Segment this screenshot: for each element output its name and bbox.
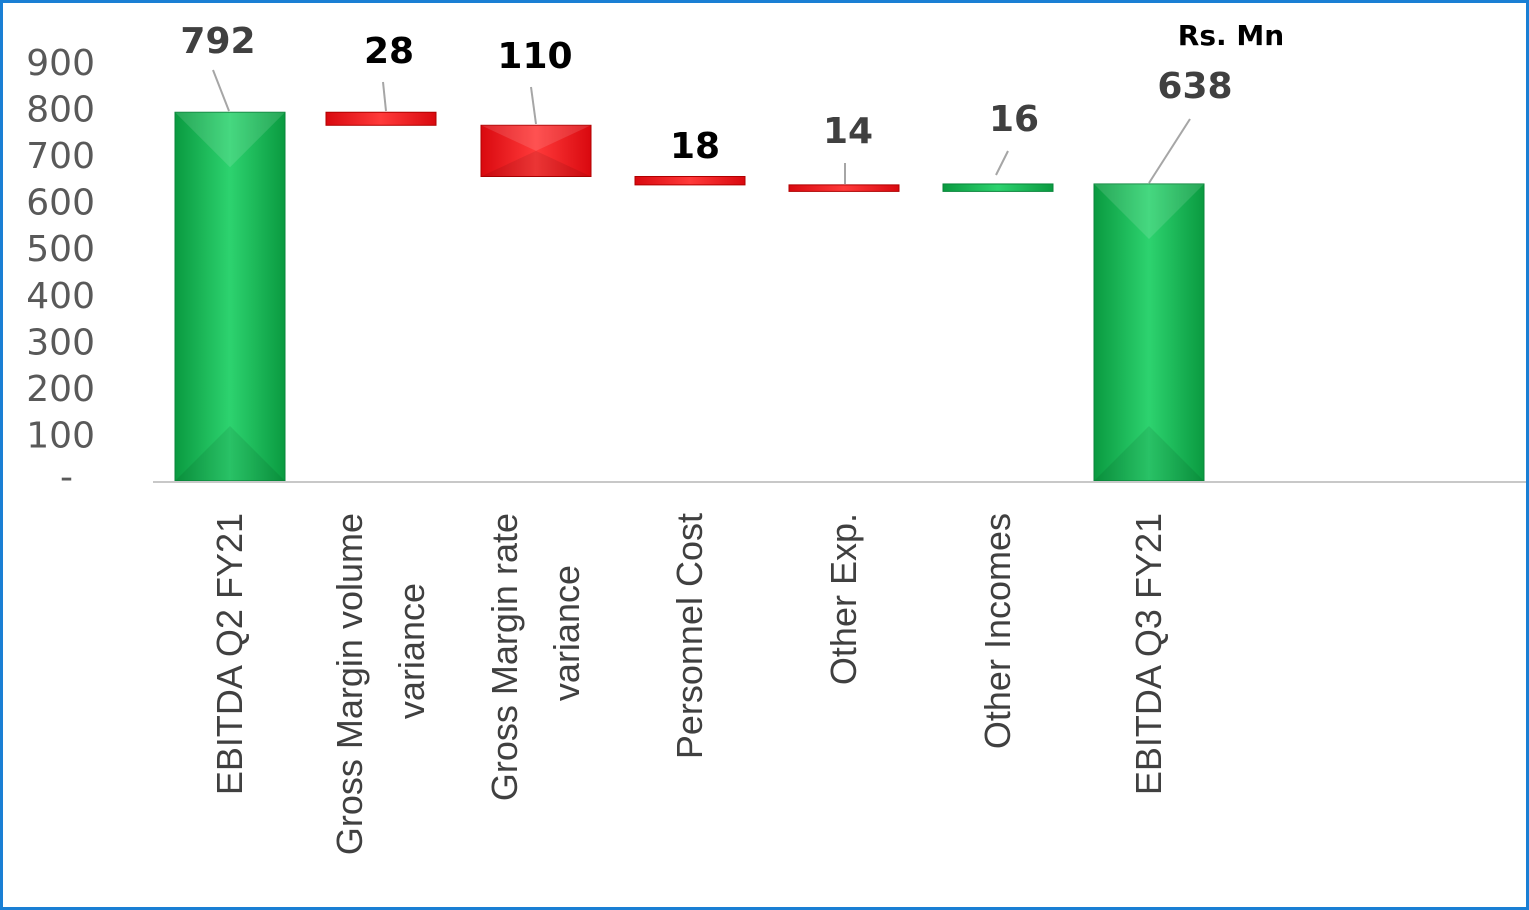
category-label: Gross Margin rate variance [484, 513, 587, 801]
waterfall-chart: -100 200 300 400 500 600 700 800 900 792 28 110 18 1… [26, 19, 1526, 855]
unit-label: Rs. Mn [1178, 19, 1284, 52]
bar-decrease [788, 184, 900, 192]
y-axis-ticks: -100 200 300 400 500 600 700 800 900 [26, 43, 95, 498]
y-tick-label: 700 [26, 136, 95, 177]
category-label: Other Incomes [977, 513, 1018, 749]
bars [174, 111, 1205, 482]
bar-bevel-top [1094, 183, 1204, 239]
leader-line [1148, 118, 1191, 184]
data-label: 792 [180, 21, 255, 62]
category-label: Personnel Cost [669, 513, 710, 759]
category-label: EBITDA Q2 FY21 [209, 513, 250, 795]
y-tick-label: 800 [26, 90, 95, 131]
data-label: 28 [364, 31, 414, 72]
leader-line [530, 86, 537, 125]
category-label: EBITDA Q3 FY21 [1128, 513, 1169, 795]
leader-line [995, 150, 1009, 176]
bar-increase [942, 183, 1054, 192]
y-tick-label: 100 [26, 415, 95, 456]
bar-bevel-top [481, 125, 591, 151]
y-tick-label: 900 [26, 43, 95, 84]
category-label: Other Exp. [823, 513, 864, 685]
y-tick-label: 200 [26, 369, 95, 410]
data-label: 14 [823, 111, 873, 152]
data-labels: 792 28 110 18 14 16 638 [180, 21, 1232, 167]
leader-line [382, 81, 387, 112]
bar-decrease [480, 124, 592, 177]
category-label: Gross Margin volume variance [329, 513, 432, 855]
x-axis-categories: EBITDA Q2 FY21 Gross Margin volume varianc… [209, 513, 1169, 855]
y-tick-label: - [60, 457, 73, 498]
y-tick-label: 500 [26, 229, 95, 270]
bar-bevel-bottom [481, 150, 591, 177]
label-leader-lines [212, 69, 1191, 184]
data-label: 638 [1157, 66, 1232, 107]
y-tick-label: 400 [26, 276, 95, 317]
y-tick-label: 600 [26, 183, 95, 224]
data-label: 16 [989, 99, 1039, 140]
bar-bevel-bottom [175, 426, 285, 481]
bar-decrease [325, 111, 437, 126]
bar-total [174, 111, 286, 482]
bar-bevel-bottom [1094, 426, 1204, 481]
data-label: 110 [497, 36, 572, 77]
leader-line [212, 69, 230, 112]
bar-bevel-top [175, 112, 285, 168]
y-tick-label: 300 [26, 322, 95, 363]
bar-decrease [634, 175, 746, 186]
data-label: 18 [670, 126, 720, 167]
